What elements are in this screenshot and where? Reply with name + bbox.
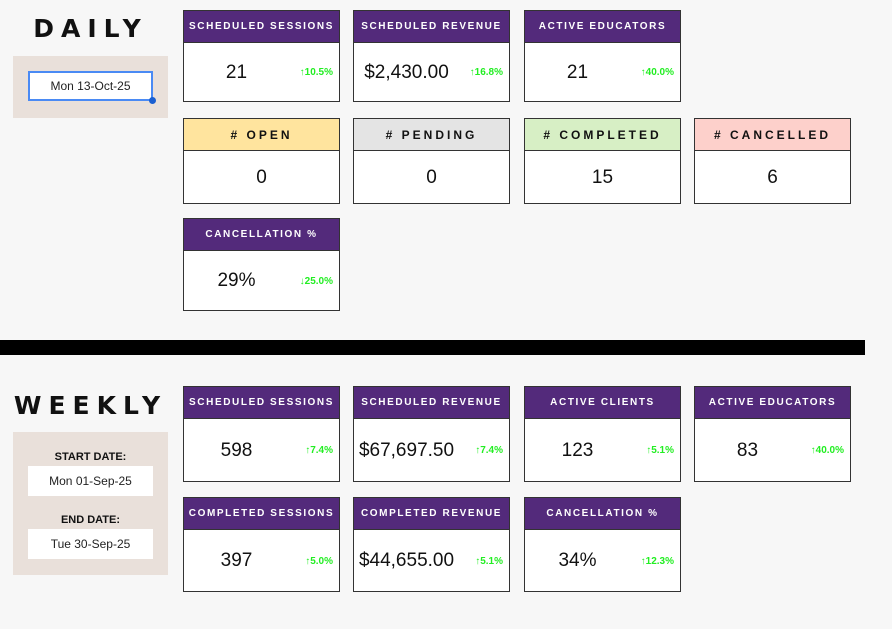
card-change: ↑7.4% — [475, 445, 503, 456]
card-change: ↑5.1% — [646, 445, 674, 456]
start-date-input[interactable]: Mon 01-Sep-25 — [28, 466, 153, 496]
card-header: Cancellation % — [184, 219, 339, 251]
daily-date-value: Mon 13-Oct-25 — [50, 79, 131, 93]
weekly-title: WEEKLY — [13, 391, 168, 420]
card-value: 397 — [220, 550, 253, 571]
daily-card-completed: # Completed 15 — [524, 118, 681, 204]
card-header: Active Educators — [525, 11, 680, 43]
card-body: 21 ↑40.0% — [525, 43, 680, 102]
daily-card-cancelled: # Cancelled 6 — [694, 118, 851, 204]
card-header: Active Clients — [525, 387, 680, 419]
card-body: 598 ↑7.4% — [184, 419, 339, 482]
card-value: 6 — [767, 166, 778, 188]
card-value: $67,697.50 — [358, 439, 455, 461]
card-body: $2,430.00 ↑16.8% — [354, 43, 509, 102]
weekly-card-completed-sessions: Completed Sessions 397 ↑5.0% — [183, 497, 340, 592]
weekly-date-panel: START DATE: Mon 01-Sep-25 END DATE: Tue … — [13, 432, 168, 575]
card-value: 29% — [217, 270, 256, 291]
daily-title: DAILY — [33, 14, 148, 43]
card-change: ↑10.5% — [299, 67, 333, 78]
card-body: 15 — [525, 151, 680, 204]
daily-card-scheduled-sessions: Scheduled Sessions 21 ↑10.5% — [183, 10, 340, 102]
card-body: 397 ↑5.0% — [184, 530, 339, 592]
card-value: 21 — [566, 61, 589, 83]
card-change: ↑5.1% — [475, 555, 503, 567]
card-value: 0 — [426, 166, 437, 188]
card-body: 123 ↑5.1% — [525, 419, 680, 482]
weekly-card-cancellation: Cancellation % 34% ↑12.3% — [524, 497, 681, 592]
weekly-card-scheduled-revenue: Scheduled Revenue $67,697.50 ↑7.4% — [353, 386, 510, 482]
card-header: Scheduled Revenue — [354, 11, 509, 43]
card-body: 0 — [354, 151, 509, 204]
daily-card-open: # Open 0 — [183, 118, 340, 204]
section-divider — [0, 340, 865, 355]
card-header: # Completed — [525, 119, 680, 151]
card-header: Scheduled Sessions — [184, 387, 339, 419]
card-header: # Cancelled — [695, 119, 850, 151]
card-value: 21 — [225, 61, 248, 83]
card-body: 6 — [695, 151, 850, 204]
card-value: 83 — [736, 439, 759, 461]
weekly-card-active-educators: Active Educators 83 ↑40.0% — [694, 386, 851, 482]
card-body: 34% ↑12.3% — [525, 530, 680, 592]
card-change: ↑16.8% — [469, 67, 503, 78]
card-header: Completed Sessions — [184, 498, 339, 530]
weekly-card-completed-revenue: Completed Revenue $44,655.00 ↑5.1% — [353, 497, 510, 592]
card-header: Active Educators — [695, 387, 850, 419]
card-change: ↓25.0% — [299, 275, 333, 287]
card-body: 0 — [184, 151, 339, 204]
card-header: Scheduled Sessions — [184, 11, 339, 43]
card-body: $44,655.00 ↑5.1% — [354, 530, 509, 592]
start-date-label: START DATE: — [54, 451, 127, 463]
weekly-card-scheduled-sessions: Scheduled Sessions 598 ↑7.4% — [183, 386, 340, 482]
card-header: Cancellation % — [525, 498, 680, 530]
daily-date-panel: Mon 13-Oct-25 — [13, 56, 168, 118]
daily-card-pending: # Pending 0 — [353, 118, 510, 204]
card-header: # Pending — [354, 119, 509, 151]
card-header: # Open — [184, 119, 339, 151]
card-value: $44,655.00 — [358, 550, 455, 571]
daily-date-input[interactable]: Mon 13-Oct-25 — [28, 71, 156, 104]
card-change: ↑40.0% — [810, 445, 844, 456]
card-change: ↑12.3% — [640, 555, 674, 567]
card-value: 123 — [561, 439, 594, 461]
card-body: $67,697.50 ↑7.4% — [354, 419, 509, 482]
card-body: 21 ↑10.5% — [184, 43, 339, 102]
end-date-input[interactable]: Tue 30-Sep-25 — [28, 529, 153, 559]
fill-handle[interactable] — [149, 97, 156, 104]
card-value: $2,430.00 — [364, 61, 449, 83]
card-value: 0 — [256, 166, 267, 188]
daily-card-active-educators: Active Educators 21 ↑40.0% — [524, 10, 681, 102]
card-change: ↑5.0% — [305, 555, 333, 567]
end-date-label: END DATE: — [60, 514, 121, 526]
card-body: 83 ↑40.0% — [695, 419, 850, 482]
card-header: Scheduled Revenue — [354, 387, 509, 419]
card-change: ↑7.4% — [305, 445, 333, 456]
card-change: ↑40.0% — [640, 67, 674, 78]
card-header: Completed Revenue — [354, 498, 509, 530]
weekly-card-active-clients: Active Clients 123 ↑5.1% — [524, 386, 681, 482]
card-value: 15 — [591, 166, 614, 188]
card-value: 598 — [220, 439, 253, 461]
daily-card-cancellation: Cancellation % 29% ↓25.0% — [183, 218, 340, 311]
card-body: 29% ↓25.0% — [184, 251, 339, 311]
daily-card-scheduled-revenue: Scheduled Revenue $2,430.00 ↑16.8% — [353, 10, 510, 102]
card-value: 34% — [558, 550, 597, 571]
